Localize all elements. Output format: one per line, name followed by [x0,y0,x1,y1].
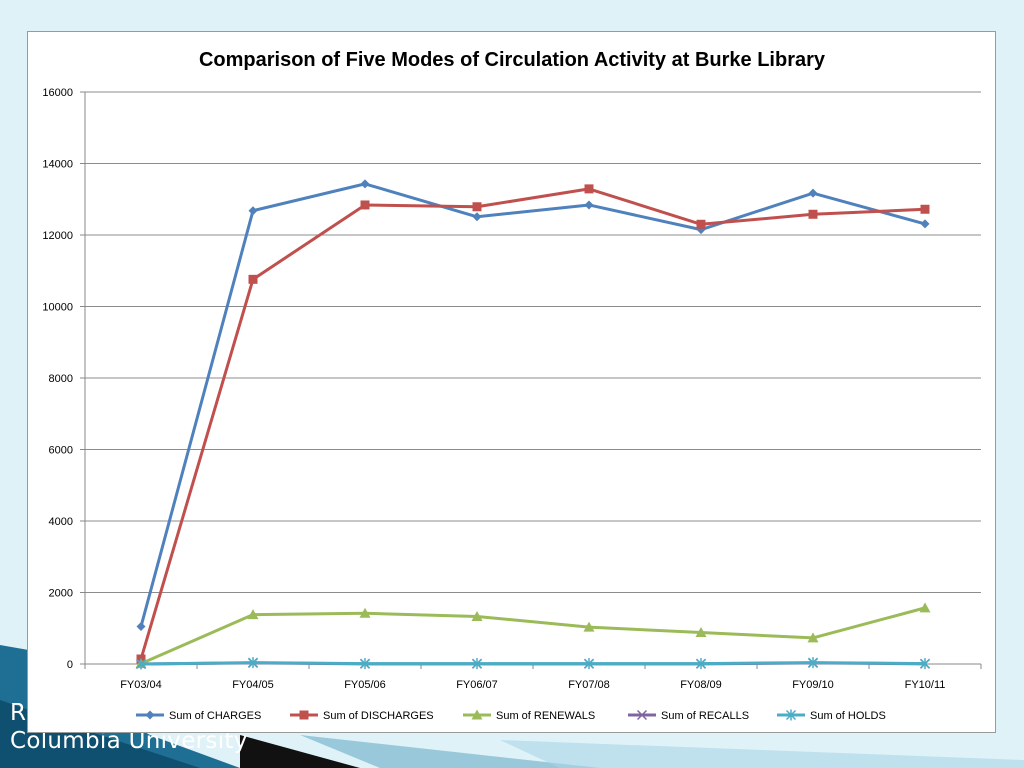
data-point-sum-of-holds [583,658,595,670]
data-point-sum-of-charges [808,188,818,198]
legend-marker [145,710,155,720]
x-tick-label: FY07/08 [568,679,610,691]
series-sum-of-renewals [135,602,931,669]
legend-marker [636,709,648,721]
series-line-sum-of-discharges [139,187,926,660]
data-point-sum-of-charges [920,219,930,229]
series-sum-of-discharges [136,184,930,664]
legend-label: Sum of CHARGES [169,710,261,722]
data-point-sum-of-charges [248,206,258,216]
x-tick-label: FY08/09 [680,679,722,691]
legend-item-sum-of-recalls: Sum of RECALLS [628,709,749,722]
data-point-sum-of-holds [247,657,259,669]
y-tick-label: 16000 [42,87,73,99]
legend-label: Sum of RECALLS [661,710,749,722]
data-point-sum-of-discharges [584,184,594,194]
data-point-sum-of-discharges [248,274,258,284]
data-point-sum-of-renewals [359,607,371,618]
data-point-sum-of-discharges [920,204,930,214]
x-tick-label: FY09/10 [792,679,834,691]
chart-title: Comparison of Five Modes of Circulation … [199,49,826,71]
x-tick-label: FY10/11 [905,679,946,691]
legend-item-sum-of-discharges: Sum of DISCHARGES [290,710,434,722]
data-point-sum-of-renewals [807,632,819,643]
x-tick-label: FY03/04 [120,679,162,691]
y-tick-label: 2000 [49,588,73,600]
data-point-sum-of-holds [919,658,931,670]
x-tick-label: FY04/05 [232,679,274,691]
gridlines [85,91,981,665]
y-tick-label: 4000 [49,516,73,528]
data-point-sum-of-charges [472,212,482,222]
data-point-sum-of-charges [584,200,594,210]
y-axis-ticks: 0 2000 4000 6000 8000 10000 12000 14000 16000 [42,87,86,671]
x-tick-label: FY05/06 [344,679,386,691]
data-point-sum-of-discharges [472,202,482,212]
legend-label: Sum of RENEWALS [496,710,595,722]
y-tick-label: 12000 [42,230,73,242]
y-tick-label: 8000 [49,373,73,385]
y-tick-label: 10000 [42,302,73,314]
legend-marker [471,709,483,720]
data-point-sum-of-charges [136,621,146,631]
legend-label: Sum of HOLDS [810,710,886,722]
data-point-sum-of-holds [695,658,707,670]
legend-item-sum-of-charges: Sum of CHARGES [136,710,261,722]
data-point-sum-of-holds [807,657,819,669]
data-point-sum-of-holds [135,658,147,670]
y-tick-label: 6000 [49,445,73,457]
legend: Sum of CHARGES Sum of DISCHARGES Sum of RE… [136,709,886,722]
data-point-sum-of-discharges [360,200,370,210]
legend-label: Sum of DISCHARGES [323,710,434,722]
line-chart: Comparison of Five Modes of Circulation … [42,49,982,722]
x-tick-label: FY06/07 [456,679,498,691]
data-point-sum-of-charges [360,179,370,189]
data-point-sum-of-discharges [696,219,706,229]
footer-line-1: R [10,700,26,726]
series-sum-of-holds [135,657,931,670]
data-point-sum-of-discharges [808,209,818,219]
data-point-sum-of-renewals [247,609,259,620]
legend-marker [299,710,309,720]
data-point-sum-of-holds [471,658,483,670]
series-group [135,179,931,670]
y-tick-label: 14000 [42,159,73,171]
chart-frame: Comparison of Five Modes of Circulation … [27,31,996,733]
data-point-sum-of-renewals [471,610,483,621]
data-point-sum-of-renewals [919,602,931,613]
legend-item-sum-of-holds: Sum of HOLDS [777,709,886,722]
x-axis-ticks: FY03/04 FY04/05 FY05/06 FY06/07 FY07/08 FY08/… [84,664,982,691]
legend-marker [785,709,797,721]
data-point-sum-of-holds [359,658,371,670]
series-line-sum-of-renewals [140,606,926,666]
legend-item-sum-of-renewals: Sum of RENEWALS [463,709,595,722]
data-point-sum-of-renewals [583,621,595,632]
data-point-sum-of-renewals [695,627,707,638]
series-sum-of-charges [136,179,930,631]
y-tick-label: 0 [67,659,73,671]
series-line-sum-of-charges [139,182,926,627]
series-line-sum-of-holds [140,661,926,666]
